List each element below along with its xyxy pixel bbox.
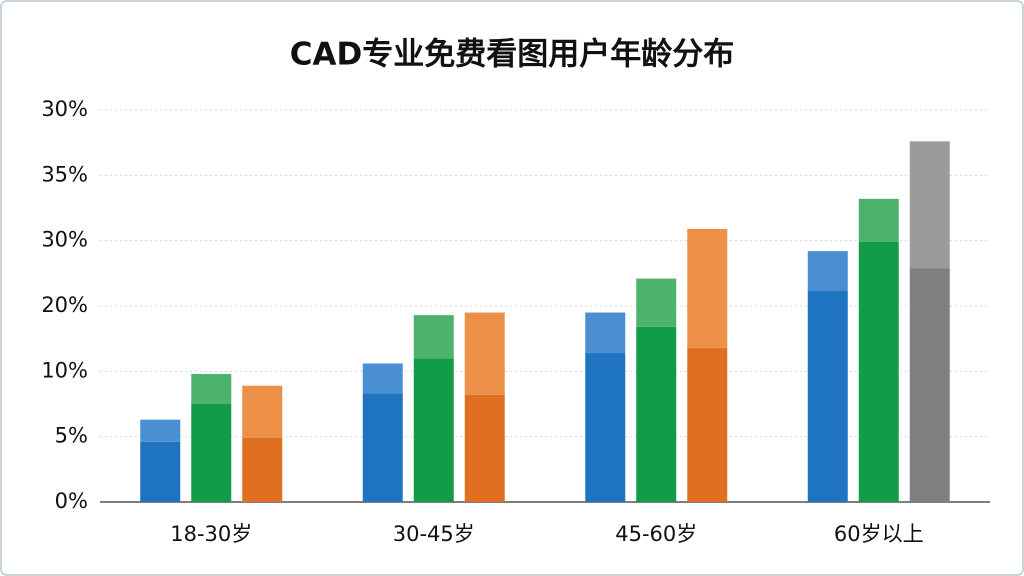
chart-title: CAD专业免费看图用户年龄分布 (290, 37, 734, 73)
x-tick-label: 18-30岁 (170, 522, 252, 546)
bar-segment (140, 441, 181, 502)
x-tick-label: 45-60岁 (615, 522, 697, 546)
bar-segment (362, 393, 403, 502)
bar-segment (807, 290, 848, 502)
bar-segment (242, 385, 283, 438)
bar-segment (687, 228, 728, 348)
bar-segment (909, 268, 950, 502)
bar-segment (687, 347, 728, 502)
bar-segment (464, 312, 505, 395)
bar-segment (140, 419, 181, 442)
x-tick-label: 60岁以上 (834, 522, 924, 546)
y-tick-label: 20% (41, 293, 88, 317)
bar-segment (413, 358, 454, 502)
y-tick-label: 10% (41, 358, 88, 382)
x-tick-label: 30-45岁 (393, 522, 475, 546)
y-tick-label: 30% (41, 97, 88, 121)
bar-segment (191, 373, 232, 404)
y-tick-label: 5% (55, 424, 88, 448)
bar-segment (191, 404, 232, 502)
bar-segment (242, 437, 283, 502)
y-tick-label: 0% (55, 489, 88, 513)
bar-segment (585, 353, 626, 502)
bar-segment (636, 278, 677, 327)
bar-segment (636, 326, 677, 502)
bar-segment (362, 363, 403, 394)
bar-segment (858, 198, 899, 242)
y-tick-label: 30% (41, 228, 88, 252)
bar-segment (464, 394, 505, 502)
bar-segment (909, 141, 950, 269)
bar-segment (807, 251, 848, 291)
y-tick-label: 35% (41, 162, 88, 186)
bar-segment (585, 312, 626, 354)
bar-segment (858, 241, 899, 502)
bar-segment (413, 315, 454, 359)
